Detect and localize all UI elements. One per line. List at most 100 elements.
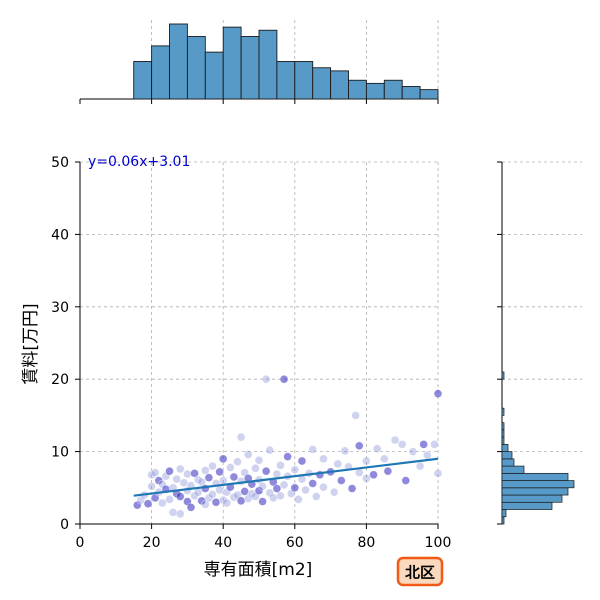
scatter-point	[208, 490, 217, 499]
scatter-point	[165, 495, 174, 504]
scatter-point	[201, 500, 210, 509]
y-tick-label: 10	[51, 445, 69, 461]
regression-equation-label: y=0.06x+3.01	[88, 154, 190, 170]
scatter-point	[211, 497, 221, 507]
scatter-point	[175, 492, 185, 501]
scatter-point	[422, 450, 432, 460]
top-hist-bar	[383, 79, 403, 100]
district-badge: 北区	[396, 556, 444, 587]
scatter-point	[218, 454, 228, 464]
scatter-point	[258, 482, 267, 491]
scatter-point	[308, 479, 318, 488]
badge-label: 北区	[405, 564, 435, 582]
top-hist-bar	[204, 51, 224, 100]
scatter-point	[208, 461, 217, 471]
scatter-point	[372, 444, 382, 454]
scatter-point	[294, 495, 303, 504]
x-tick-label: 100	[425, 535, 452, 551]
right-marginal-histogram	[497, 161, 582, 525]
scatter-point	[354, 468, 364, 477]
scatter-point	[297, 456, 307, 466]
scatter-point	[215, 467, 224, 477]
top-hist-bar	[133, 61, 153, 100]
scatter-point	[175, 509, 185, 519]
top-hist-bar	[222, 26, 242, 100]
scatter-point	[272, 469, 282, 479]
y-tick-label: 50	[51, 155, 69, 171]
scatter-point	[136, 495, 146, 505]
right-hist-bar	[501, 472, 569, 481]
right-hist-bar	[501, 494, 563, 503]
right-hist-bar	[501, 465, 525, 474]
scatter-point	[311, 492, 321, 501]
scatter-point	[301, 485, 310, 495]
scatter-point	[362, 456, 371, 466]
x-tick-label: 80	[357, 535, 375, 551]
scatter-point	[179, 478, 189, 488]
top-hist-bar	[419, 89, 439, 100]
scatter-point	[333, 459, 343, 469]
top-hist-bar	[401, 86, 421, 100]
scatter-point	[369, 470, 378, 480]
scatter-point	[279, 480, 289, 490]
right-hist-bar	[501, 444, 509, 452]
scatter-point	[165, 466, 174, 476]
top-hist-bar	[330, 70, 349, 100]
scatter-point	[229, 472, 239, 482]
scatter-point	[383, 466, 393, 476]
top-hist-bar	[312, 67, 332, 100]
scatter-point	[168, 508, 178, 517]
scatter-point	[340, 446, 350, 456]
scatter-point	[401, 476, 411, 485]
right-hist-bar	[501, 480, 575, 489]
regression-line	[133, 457, 439, 497]
y-tick-label: 40	[51, 227, 69, 243]
scatter-point	[279, 374, 289, 384]
scatter-point	[319, 482, 328, 492]
scatter-points	[132, 374, 443, 519]
right-hist-bar	[501, 501, 553, 510]
right-hist-bar	[501, 436, 505, 445]
scatter-point	[215, 485, 224, 495]
x-tick-label: 20	[143, 535, 161, 551]
scatter-point	[236, 432, 246, 442]
right-hist-bar	[501, 509, 507, 518]
top-hist-bar	[294, 61, 314, 100]
scatter-point	[233, 457, 242, 467]
scatter-point	[147, 482, 156, 491]
scatter-point	[243, 450, 253, 459]
right-hist-bar	[501, 487, 569, 496]
top-hist-bar	[151, 45, 170, 100]
scatter-point	[254, 486, 264, 495]
scatter-point	[347, 484, 357, 493]
right-hist-bar	[501, 422, 505, 431]
scatter-point	[290, 465, 300, 475]
scatter-point	[150, 468, 160, 477]
scatter-point	[272, 484, 282, 493]
scatter-point	[190, 469, 199, 478]
scatter-point	[261, 374, 271, 384]
scatter-point	[265, 445, 275, 455]
scatter-point	[254, 455, 264, 465]
scatter-point	[319, 454, 328, 464]
y-tick-label: 0	[60, 517, 69, 533]
y-axis-label: 賃料[万円]	[21, 303, 41, 384]
scatter-point	[154, 476, 164, 485]
top-hist-bar	[365, 82, 385, 100]
scatter-point	[290, 483, 300, 493]
scatter-point	[354, 441, 364, 451]
scatter-point	[190, 491, 199, 501]
scatter-point	[193, 487, 203, 497]
scatter-point	[362, 474, 371, 483]
scatter-point	[172, 474, 181, 484]
scatter-point	[283, 452, 292, 461]
main-axes: 0 20 40 60 80 100 0 10 20 30 40 50	[51, 155, 451, 551]
top-hist-bar	[258, 29, 278, 100]
y-tick-label: 20	[51, 372, 69, 388]
scatter-point	[276, 491, 285, 501]
scatter-point	[408, 447, 418, 456]
scatter-point	[415, 461, 425, 471]
scatter-point	[433, 469, 443, 478]
